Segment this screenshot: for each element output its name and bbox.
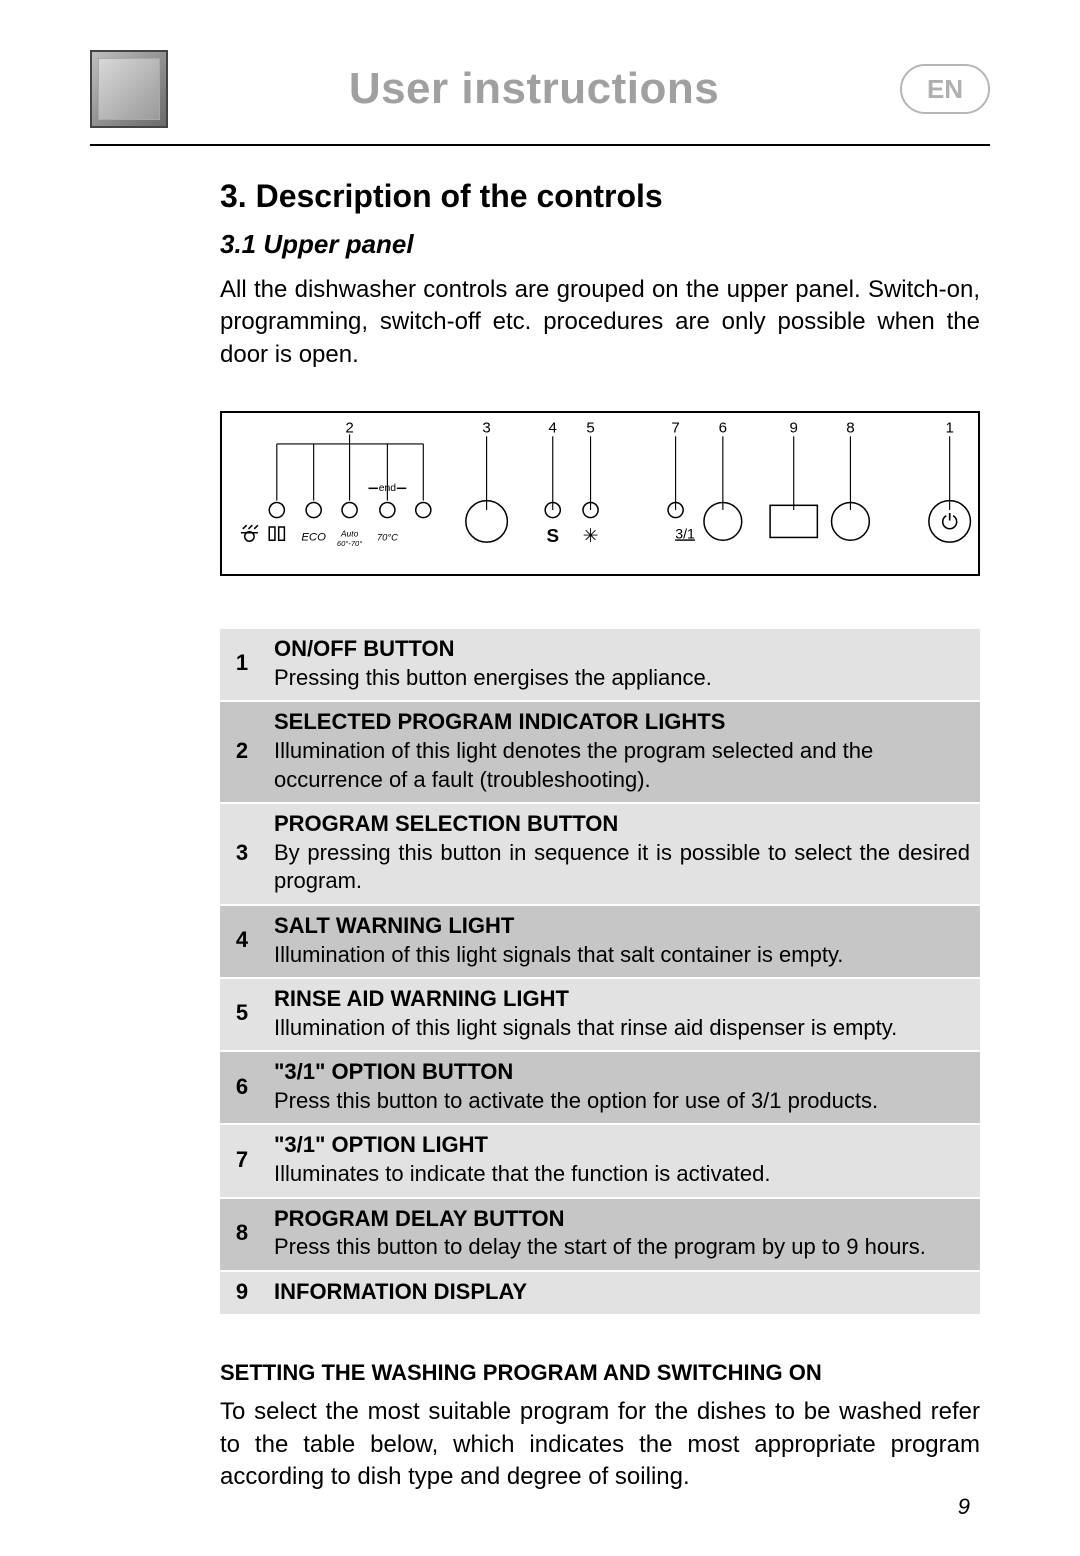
control-cell: RINSE AID WARNING LIGHTIllumination of t… — [264, 978, 980, 1051]
table-row: 3PROGRAM SELECTION BUTTONBy pressing thi… — [220, 803, 980, 905]
callout-9: 9 — [790, 420, 798, 437]
controls-table: 1ON/OFF BUTTONPressing this button energ… — [220, 629, 980, 1316]
control-description: Pressing this button energises the appli… — [274, 665, 712, 690]
callout-3: 3 — [482, 420, 490, 437]
callout-1: 1 — [945, 420, 953, 437]
control-number: 1 — [220, 629, 264, 701]
section-subheading: 3.1 Upper panel — [220, 229, 980, 260]
control-cell: PROGRAM DELAY BUTTONPress this button to… — [264, 1198, 980, 1271]
table-row: 9 INFORMATION DISPLAY — [220, 1271, 980, 1316]
control-cell: SELECTED PROGRAM INDICATOR LIGHTSIllumin… — [264, 701, 980, 803]
table-row: 8PROGRAM DELAY BUTTONPress this button t… — [220, 1198, 980, 1271]
power-icon: ⏻ — [941, 511, 958, 534]
table-row: 6"3/1" OPTION BUTTONPress this button to… — [220, 1051, 980, 1124]
language-badge: EN — [900, 64, 990, 114]
table-row: 1ON/OFF BUTTONPressing this button energ… — [220, 629, 980, 701]
page: User instructions EN 3. Description of t… — [0, 0, 1080, 1556]
control-cell: SALT WARNING LIGHTIllumination of this l… — [264, 905, 980, 978]
control-title: SALT WARNING LIGHT — [274, 912, 970, 941]
page-number: 9 — [958, 1494, 970, 1520]
control-cell: PROGRAM SELECTION BUTTONBy pressing this… — [264, 803, 980, 905]
content-area: 3. Description of the controls 3.1 Upper… — [90, 178, 990, 1494]
table-row: 5RINSE AID WARNING LIGHTIllumination of … — [220, 978, 980, 1051]
control-title: PROGRAM DELAY BUTTON — [274, 1205, 970, 1234]
control-cell: "3/1" OPTION BUTTONPress this button to … — [264, 1051, 980, 1124]
control-description: Press this button to activate the option… — [274, 1088, 878, 1113]
intro-paragraph: All the dishwasher controls are grouped … — [220, 274, 980, 371]
control-cell: "3/1" OPTION LIGHTIlluminates to indicat… — [264, 1124, 980, 1197]
control-cell: ON/OFF BUTTONPressing this button energi… — [264, 629, 980, 701]
control-number: 4 — [220, 905, 264, 978]
callout-7: 7 — [671, 420, 679, 437]
svg-text:Auto: Auto — [340, 529, 359, 539]
table-row: 7"3/1" OPTION LIGHTIlluminates to indica… — [220, 1124, 980, 1197]
control-title: "3/1" OPTION LIGHT — [274, 1131, 970, 1160]
callout-5: 5 — [586, 420, 594, 437]
control-number: 9 — [220, 1271, 264, 1316]
table-row: 4SALT WARNING LIGHTIllumination of this … — [220, 905, 980, 978]
control-number: 6 — [220, 1051, 264, 1124]
control-description: Press this button to delay the start of … — [274, 1234, 926, 1259]
salt-icon: S — [546, 526, 559, 547]
control-title: SELECTED PROGRAM INDICATOR LIGHTS — [274, 708, 970, 737]
control-number: 2 — [220, 701, 264, 803]
control-title: PROGRAM SELECTION BUTTON — [274, 810, 970, 839]
control-number: 8 — [220, 1198, 264, 1271]
control-description: Illumination of this light signals that … — [274, 1015, 897, 1040]
end-label: end — [379, 483, 397, 494]
control-number: 5 — [220, 978, 264, 1051]
control-title: "3/1" OPTION BUTTON — [274, 1058, 970, 1087]
footer-paragraph: To select the most suitable program for … — [220, 1396, 980, 1493]
page-title: User instructions — [168, 64, 900, 114]
control-number: 7 — [220, 1124, 264, 1197]
rinse-icon: ✳ — [583, 526, 599, 547]
prog-eco-label: ECO — [301, 531, 326, 543]
header-rule — [90, 144, 990, 146]
callout-2: 2 — [345, 420, 353, 437]
callout-6: 6 — [719, 420, 727, 437]
svg-text:70°C: 70°C — [377, 532, 398, 543]
callout-4: 4 — [549, 420, 557, 437]
page-header: User instructions EN — [90, 50, 990, 128]
control-title: ON/OFF BUTTON — [274, 635, 970, 664]
footer-heading: SETTING THE WASHING PROGRAM AND SWITCHIN… — [220, 1360, 980, 1386]
control-description: Illuminates to indicate that the functio… — [274, 1161, 771, 1186]
control-cell: INFORMATION DISPLAY — [264, 1271, 980, 1316]
control-description: By pressing this button in sequence it i… — [274, 839, 970, 896]
brand-logo — [90, 50, 168, 128]
section-heading: 3. Description of the controls — [220, 178, 980, 215]
control-number: 3 — [220, 803, 264, 905]
option-label: 3/1 — [675, 527, 695, 543]
table-row: 2SELECTED PROGRAM INDICATOR LIGHTSIllumi… — [220, 701, 980, 803]
control-description: Illumination of this light denotes the p… — [274, 738, 873, 792]
control-description: Illumination of this light signals that … — [274, 942, 843, 967]
control-panel-diagram: 2 3 4 5 7 6 9 8 1 — [220, 411, 980, 576]
control-title: RINSE AID WARNING LIGHT — [274, 985, 970, 1014]
control-title: INFORMATION DISPLAY — [274, 1278, 970, 1307]
svg-text:60°-70°: 60°-70° — [337, 539, 362, 548]
callout-8: 8 — [846, 420, 854, 437]
